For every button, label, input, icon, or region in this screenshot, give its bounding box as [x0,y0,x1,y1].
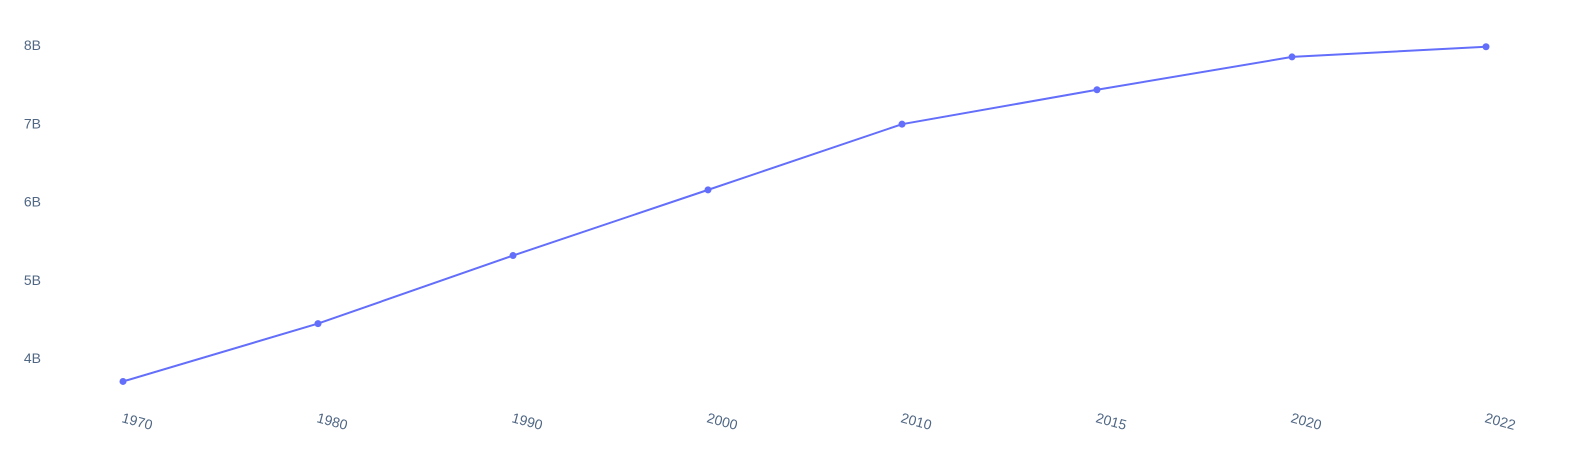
x-tick-label: 2020 [1289,409,1323,433]
x-tick-label: 2000 [705,409,739,433]
series-line [122,45,1487,383]
data-point[interactable] [1482,43,1490,51]
x-tick-label: 1980 [315,409,349,433]
x-axis: 1970 1980 1990 2000 2010 2015 2020 2022 [120,409,1517,433]
x-tick-label: 2022 [1483,409,1517,433]
data-point[interactable] [704,186,712,194]
x-tick-label: 1990 [510,409,544,433]
x-tick-label: 2010 [899,409,933,433]
data-point[interactable] [898,120,906,128]
data-point[interactable] [1093,86,1101,94]
y-axis: 4B 5B 6B 7B 8B [24,37,41,366]
y-tick-label: 6B [24,194,41,210]
data-point[interactable] [509,252,517,260]
data-point[interactable] [1288,53,1296,61]
x-tick-label: 2015 [1094,409,1128,433]
data-point[interactable] [119,377,127,385]
x-tick-label: 1970 [120,409,154,433]
data-point[interactable] [314,320,322,328]
y-tick-label: 4B [24,350,41,366]
plot-area [119,43,1490,385]
y-tick-label: 8B [24,37,41,53]
y-tick-label: 5B [24,272,41,288]
y-tick-label: 7B [24,115,41,131]
